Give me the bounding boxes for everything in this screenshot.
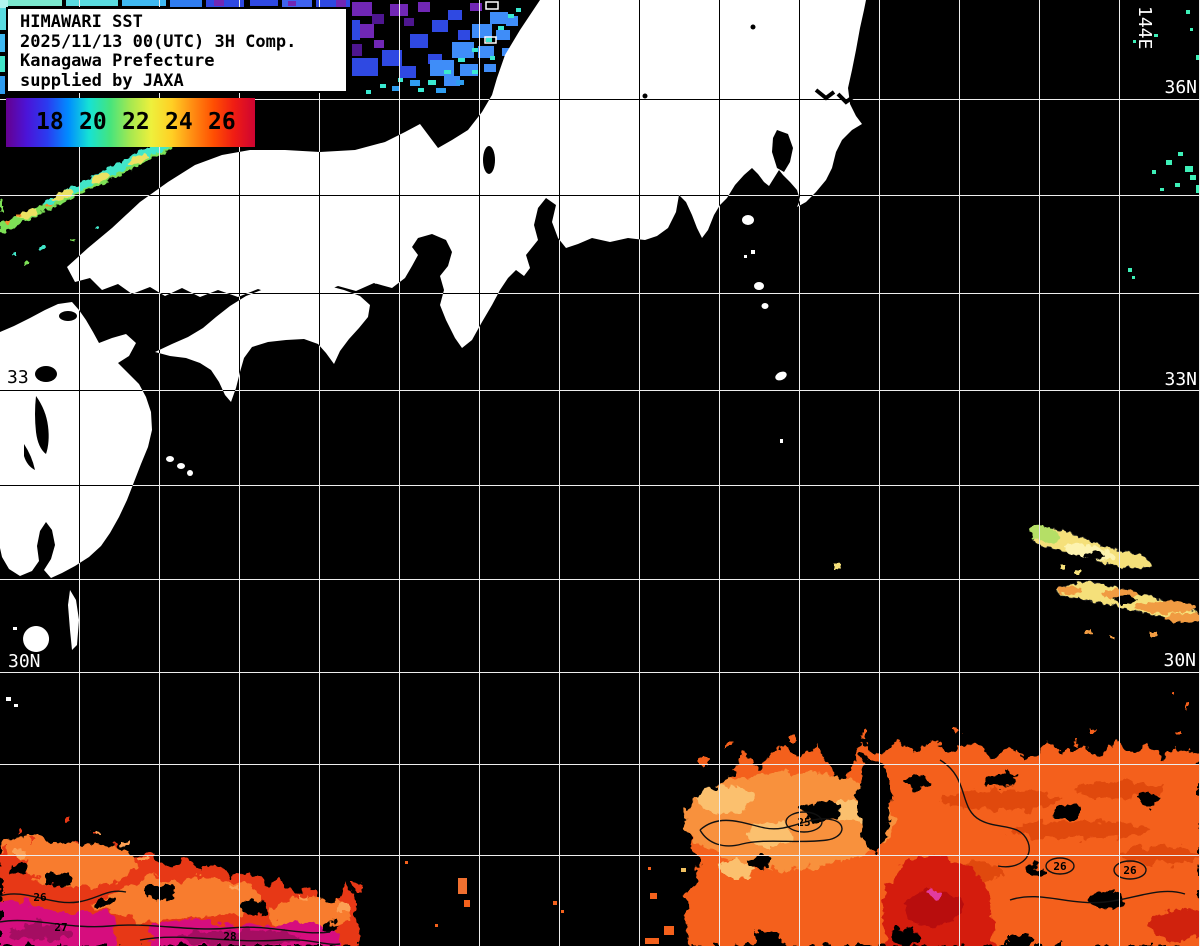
- small-lake-dot: [750, 24, 756, 30]
- sst-cool-streaks: [0, 142, 172, 266]
- colorbar-tick-18: 18: [36, 109, 64, 135]
- colorbar-tick-22: 22: [122, 109, 150, 135]
- sst-cold-mosaic: [352, 1, 521, 94]
- region-name: Kanagawa Prefecture: [20, 51, 215, 71]
- title-box: HIMAWARI SST 2025/11/13 00(UTC) 3H Comp.…: [6, 7, 348, 93]
- sst-bottomcenter-specks: [405, 861, 686, 944]
- lat-label-33-left: 33: [7, 367, 29, 388]
- colorbar-tick-24: 24: [165, 109, 193, 135]
- lat-label-36n: 36N: [1164, 77, 1197, 98]
- lat-label-30n-right: 30N: [1163, 650, 1196, 671]
- lake-kasumigaura: [814, 88, 855, 105]
- contour-label-28: 28: [223, 930, 236, 943]
- contour-label-27: 27: [54, 921, 67, 934]
- contour-label-26-c: 26: [33, 891, 47, 904]
- omura-bay: [35, 366, 57, 382]
- lat-label-33n-right: 33N: [1164, 369, 1197, 390]
- ariake-sea: [35, 396, 49, 454]
- lake-biwa: [483, 146, 495, 174]
- graticule-labels: 144E 36N 33N 30N 30N 33: [7, 6, 1197, 672]
- colorbar-tick-20: 20: [79, 109, 107, 135]
- credit-line: supplied by JAXA: [20, 70, 184, 91]
- hakata-bay: [59, 311, 77, 321]
- lon-label-144e: 144E: [1134, 6, 1155, 49]
- sst-contour-labels: 25 26 26 26 27 28: [33, 816, 1137, 943]
- land-yakushima-island: [23, 626, 50, 652]
- land-layer: [0, 0, 866, 707]
- sst-bottomright-field: [685, 690, 1200, 946]
- colorbar-tick-26: 26: [208, 109, 236, 135]
- land-small-islands: [6, 215, 787, 707]
- timestamp: 2025/11/13 00(UTC) 3H Comp.: [20, 31, 297, 52]
- contour-label-26-a: 26: [1053, 860, 1067, 873]
- tokyo-bay: [772, 130, 793, 172]
- sst-bottomleft-field: [0, 818, 361, 946]
- lat-label-30n-left: 30N: [8, 651, 41, 672]
- land-water-details: [24, 24, 855, 470]
- temperature-colorbar: 18 20 22 24 26: [6, 98, 255, 147]
- sst-top-strip: [0, 0, 350, 94]
- product-title: HIMAWARI SST: [20, 12, 143, 32]
- yatsushiro-sea: [24, 444, 35, 470]
- contour-label-26-b: 26: [1123, 864, 1137, 877]
- sst-contours: [0, 759, 1186, 946]
- lake-suwa: [642, 93, 648, 99]
- sst-yellow-filaments: [836, 524, 1200, 640]
- contour-label-25: 25: [797, 816, 810, 829]
